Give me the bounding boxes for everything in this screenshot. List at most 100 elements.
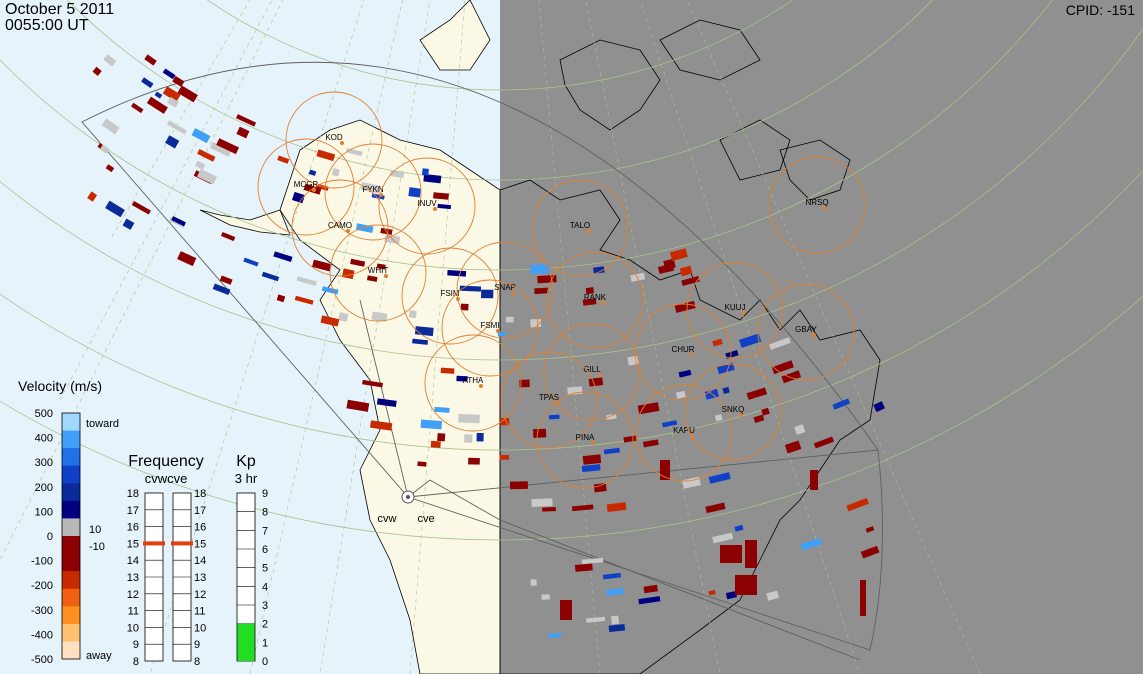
velocity-cell-81 bbox=[171, 216, 186, 227]
station-dot bbox=[496, 329, 500, 333]
radar-site-center bbox=[406, 495, 410, 499]
velocity-cell-130 bbox=[623, 435, 638, 443]
station-dot bbox=[479, 384, 483, 388]
velocity-cell-55 bbox=[276, 294, 286, 303]
velocity-cell-166 bbox=[643, 584, 658, 594]
station-dot bbox=[340, 141, 344, 145]
velocity-cell-124 bbox=[606, 413, 617, 420]
strong-away-block-5 bbox=[660, 460, 670, 480]
station-range-circle bbox=[531, 179, 629, 277]
velocity-cell-39 bbox=[92, 66, 102, 76]
velocity-cells bbox=[87, 54, 886, 638]
velocity-cell-98 bbox=[533, 428, 547, 438]
station-dot bbox=[586, 229, 590, 233]
station-range-circle bbox=[684, 363, 782, 461]
velocity-cell-162 bbox=[794, 424, 806, 435]
strong-away-block-2 bbox=[745, 540, 757, 568]
station-label: SNAP bbox=[494, 283, 516, 292]
velocity-cell-134 bbox=[430, 440, 441, 448]
velocity-cell-156 bbox=[531, 498, 553, 507]
station-range-circle bbox=[324, 143, 422, 241]
velocity-cell-7 bbox=[236, 126, 250, 139]
velocity-cell-71 bbox=[530, 318, 542, 328]
velocity-cell-33 bbox=[103, 54, 117, 67]
kp-level-fill bbox=[237, 623, 255, 661]
velocity-cell-118 bbox=[588, 377, 604, 387]
kp-tick-3: 6 bbox=[262, 544, 268, 556]
station-dot bbox=[739, 413, 743, 417]
velocity-cell-31 bbox=[316, 149, 336, 162]
velocity-cell-123 bbox=[637, 402, 660, 415]
longitude-line-8 bbox=[585, 0, 721, 674]
station-dot bbox=[591, 441, 595, 445]
kp-tick-4: 5 bbox=[262, 563, 268, 575]
velocity-tick-2: 300 bbox=[35, 457, 53, 469]
station-nrsq: NRSQ bbox=[768, 156, 866, 254]
velocity-cell-2 bbox=[433, 192, 449, 200]
velocity-cell-16 bbox=[101, 118, 120, 135]
station-range-circle bbox=[686, 261, 784, 359]
velocity-cell-96 bbox=[499, 454, 510, 460]
station-rank: RANK bbox=[546, 251, 644, 349]
frequency-tick-right-4: 14 bbox=[194, 555, 206, 567]
station-range-circle bbox=[543, 323, 641, 421]
velocity-cell-22 bbox=[291, 191, 305, 204]
strong-away-block-0 bbox=[735, 575, 757, 595]
velocity-cell-59 bbox=[481, 289, 494, 299]
velocity-cell-148 bbox=[571, 504, 594, 512]
scale-panels: Velocity (m/s)5004003002001000-100-200-3… bbox=[18, 378, 268, 668]
velocity-cell-151 bbox=[547, 632, 562, 638]
velocity-cell-12 bbox=[331, 168, 340, 177]
velocity-cell-46 bbox=[412, 338, 429, 345]
land-outline-1 bbox=[779, 139, 851, 201]
velocity-cell-103 bbox=[642, 439, 659, 448]
strong-away-block-3 bbox=[860, 580, 866, 616]
velocity-cell-18 bbox=[146, 96, 168, 114]
velocity-cell-93 bbox=[219, 275, 233, 285]
velocity-color-2 bbox=[62, 448, 80, 467]
frequency-tick-left-4: 14 bbox=[127, 555, 139, 567]
velocity-cell-141 bbox=[708, 589, 716, 596]
velocity-cell-53 bbox=[296, 276, 317, 286]
velocity-cell-57 bbox=[243, 257, 259, 267]
frequency-tick-left-2: 16 bbox=[127, 522, 139, 534]
station-talo: TALO bbox=[531, 179, 629, 277]
frequency-tick-right-9: 9 bbox=[194, 639, 200, 651]
kp-tick-8: 1 bbox=[262, 637, 268, 649]
velocity-cell-102 bbox=[714, 414, 723, 422]
velocity-color-5 bbox=[62, 500, 80, 519]
velocity-cell-127 bbox=[519, 379, 530, 388]
velocity-cell-4 bbox=[423, 173, 442, 184]
velocity-color-6 bbox=[62, 518, 80, 537]
velocity-cell-146 bbox=[712, 532, 734, 544]
velocity-cell-74 bbox=[371, 311, 388, 322]
station-chur: CHUR bbox=[634, 303, 732, 401]
velocity-cell-116 bbox=[678, 369, 692, 378]
velocity-cell-136 bbox=[781, 370, 802, 384]
velocity-cell-108 bbox=[376, 398, 397, 407]
frequency-tick-left-6: 12 bbox=[127, 589, 139, 601]
velocity-cell-79 bbox=[534, 287, 549, 295]
velocity-cell-129 bbox=[739, 333, 762, 348]
velocity-cell-114 bbox=[548, 414, 560, 420]
station-label: TPAS bbox=[539, 393, 559, 402]
velocity-cell-97 bbox=[761, 407, 770, 416]
station-range-circle bbox=[291, 179, 389, 277]
velocity-cell-26 bbox=[167, 120, 187, 135]
velocity-cell-3 bbox=[177, 85, 198, 103]
station-range-circle bbox=[441, 279, 539, 377]
velocity-away-label: away bbox=[86, 650, 112, 662]
velocity-cell-88 bbox=[447, 270, 467, 277]
station-label: CHUR bbox=[671, 345, 694, 354]
velocity-cell-107 bbox=[661, 420, 678, 428]
velocity-tick-8: -300 bbox=[31, 605, 53, 617]
date-label: October 5 2011 bbox=[5, 1, 115, 18]
frequency-tick-left-3: 15 bbox=[127, 538, 139, 550]
frequency-tick-right-8: 10 bbox=[194, 622, 206, 634]
velocity-cell-5 bbox=[421, 168, 429, 176]
station-range-circle bbox=[546, 251, 644, 349]
station-fsmi: FSMI bbox=[441, 279, 539, 377]
